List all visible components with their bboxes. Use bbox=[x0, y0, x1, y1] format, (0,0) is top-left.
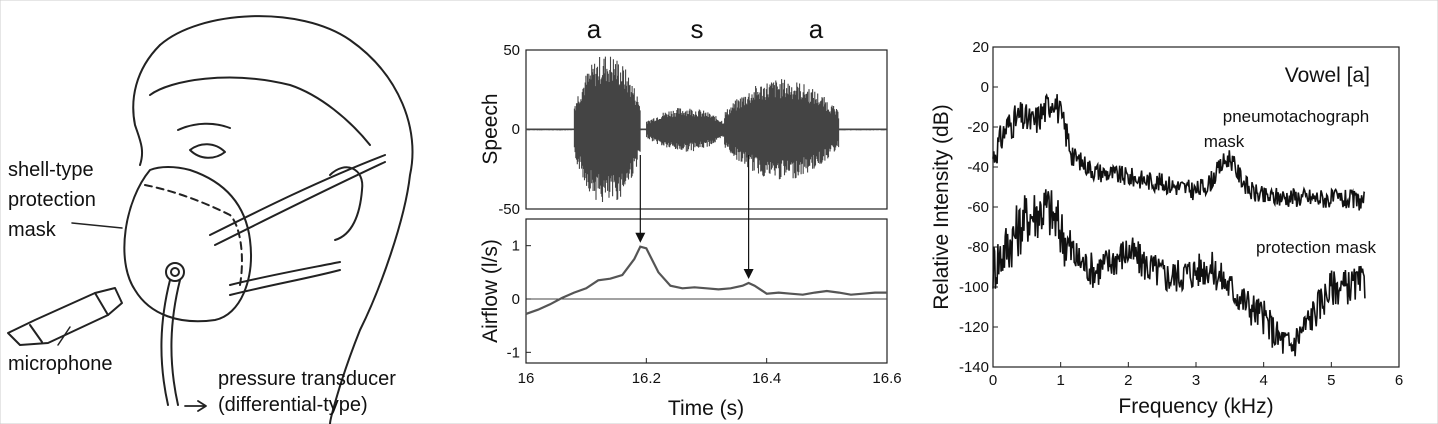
speech-panel: 50 0 -50 Speech a s a bbox=[479, 14, 888, 218]
mask-shell bbox=[123, 166, 252, 323]
label-transducer-line1: pressure transducer bbox=[218, 368, 396, 390]
spectrum-xtick-label: 5 bbox=[1327, 372, 1335, 389]
alignment-arrowhead-1 bbox=[635, 232, 646, 243]
spectrum-ytick-label: -80 bbox=[967, 239, 989, 256]
spectrum-series-pneumotachograph-mask bbox=[992, 93, 1366, 211]
segment-label-a2: a bbox=[809, 14, 824, 44]
spectrum-xtick-label: 0 bbox=[989, 372, 997, 389]
label-mask-line3: mask bbox=[8, 219, 57, 241]
spectrum-ytick-label: -40 bbox=[967, 159, 989, 176]
mask-port bbox=[165, 262, 185, 282]
speech-waveform bbox=[525, 56, 887, 202]
airflow-ytick-label: 0 bbox=[512, 291, 520, 308]
spectrum-xtick-label: 2 bbox=[1124, 372, 1132, 389]
ear bbox=[329, 166, 364, 241]
airflow-plot-frame bbox=[525, 218, 888, 364]
mask-seam bbox=[144, 184, 243, 286]
segment-label-s: s bbox=[691, 14, 704, 44]
label-transducer-line2: (differential-type) bbox=[218, 394, 368, 416]
airflow-xtick-label: 16.6 bbox=[872, 370, 901, 387]
mask-strap-upper-2 bbox=[214, 161, 386, 246]
speech-ytick-minus50: -50 bbox=[498, 201, 520, 218]
speech-ytick-50: 50 bbox=[503, 42, 520, 59]
spectrum-ytick-label: -100 bbox=[959, 279, 989, 296]
airflow-ytick-label: -1 bbox=[507, 344, 520, 361]
speech-waveform-path bbox=[525, 56, 887, 202]
airflow-ytick-label: 1 bbox=[512, 238, 520, 255]
head-outline bbox=[159, 15, 414, 424]
mask-strap-lower-2 bbox=[229, 269, 341, 296]
mask-leader-line bbox=[71, 222, 123, 229]
airflow-marks: 1 0 -1 16 16.2 16.4 16.6 bbox=[507, 238, 902, 387]
series-label-pneumotachograph-line2: mask bbox=[1204, 132, 1245, 151]
label-mask-line1: shell-type bbox=[8, 159, 94, 181]
series-label-pneumotachograph-line1: pneumotachograph bbox=[1223, 107, 1370, 126]
mask-strap-upper bbox=[209, 154, 386, 236]
spectrum-ytick-label: 20 bbox=[972, 39, 989, 56]
spectrum-xtick-label: 6 bbox=[1395, 372, 1403, 389]
airflow-panel: 1 0 -1 16 16.2 16.4 16.6 Airflow (l/s) Time (s… bbox=[479, 218, 902, 420]
segment-label-a1: a bbox=[587, 14, 602, 44]
airflow-xtick-label: 16.2 bbox=[632, 370, 661, 387]
eyebrow bbox=[177, 122, 231, 131]
spectrum-ytick-label: 0 bbox=[981, 79, 989, 96]
microphone-leader-line bbox=[57, 326, 71, 346]
spectrum-ytick-label: -140 bbox=[959, 359, 989, 376]
eye bbox=[189, 143, 226, 159]
alignment-arrows bbox=[635, 155, 754, 279]
label-mask-line2: protection bbox=[8, 189, 96, 211]
spectrum-ylabel: Relative Intensity (dB) bbox=[930, 104, 953, 309]
spectrum-annotation-vowel: Vowel [a] bbox=[1285, 64, 1370, 87]
spectrum-xtick-label: 4 bbox=[1259, 372, 1267, 389]
airflow-ylabel: Airflow (l/s) bbox=[479, 239, 502, 343]
spectrum-series-protection-mask bbox=[992, 189, 1366, 357]
mask-strap-lower bbox=[229, 261, 341, 286]
spectrum-xlabel: Frequency (kHz) bbox=[1118, 395, 1273, 418]
transducer-arrow bbox=[184, 400, 207, 412]
spectrum-ytick-label: -120 bbox=[959, 319, 989, 336]
mask-illustration bbox=[7, 15, 414, 424]
airflow-xtick-label: 16.4 bbox=[752, 370, 781, 387]
airflow-xlabel: Time (s) bbox=[668, 397, 744, 420]
spectrum-xtick-label: 1 bbox=[1056, 372, 1064, 389]
airflow-series-line bbox=[525, 245, 887, 315]
transducer-tube bbox=[160, 279, 181, 406]
mask-port-inner bbox=[170, 267, 180, 277]
label-microphone: microphone bbox=[8, 353, 113, 375]
airflow-xtick-label: 16 bbox=[518, 370, 535, 387]
microphone-icon bbox=[7, 287, 123, 346]
alignment-arrowhead-2 bbox=[743, 269, 754, 279]
spectrum-ytick-label: -60 bbox=[967, 199, 989, 216]
spectrum-ytick-label: -20 bbox=[967, 119, 989, 136]
series-label-protection-mask: protection mask bbox=[1256, 238, 1376, 257]
face-outline bbox=[132, 44, 161, 166]
spectrum-xtick-label: 3 bbox=[1192, 372, 1200, 389]
cap-line bbox=[149, 76, 371, 146]
speech-ylabel: Speech bbox=[479, 93, 502, 164]
speech-ytick-0: 0 bbox=[512, 121, 520, 138]
